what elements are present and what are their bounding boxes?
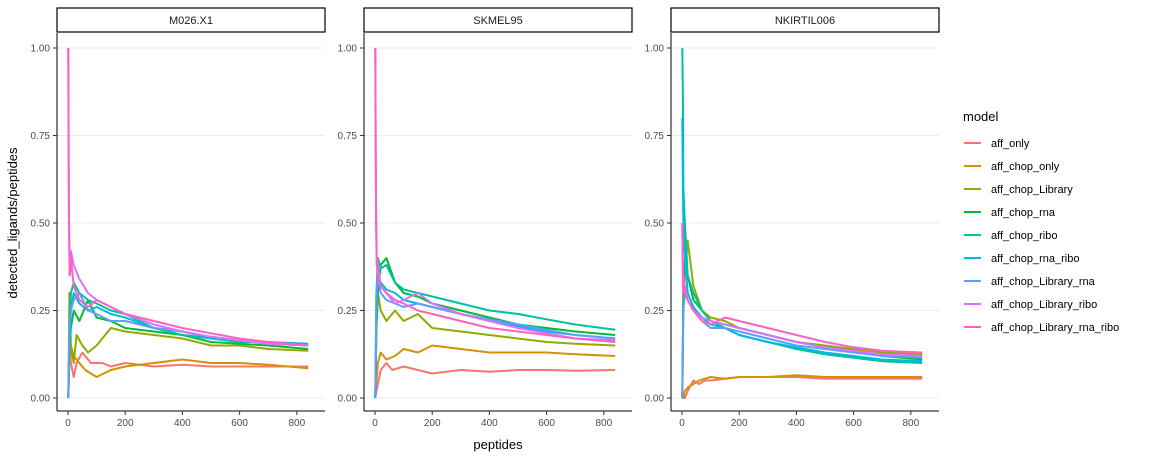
facet-strip bbox=[56, 7, 326, 33]
legend-label: aff_chop_only bbox=[991, 161, 1060, 173]
x-tick-label: 800 bbox=[902, 418, 919, 429]
series-line-aff-chop-Library-rna-ribo bbox=[67, 47, 309, 347]
x-tick-label: 800 bbox=[288, 418, 305, 429]
legend-label: aff_chop_Library bbox=[991, 184, 1073, 196]
x-tick-label: 600 bbox=[231, 418, 248, 429]
series-line-aff-chop-only bbox=[67, 344, 309, 399]
legend-label: aff_chop_Library_ribo bbox=[991, 299, 1097, 311]
legend-label: aff_chop_ribo bbox=[991, 230, 1057, 242]
y-tick-label: 0.00 bbox=[645, 394, 665, 405]
panels: M026.X1 0.00 0.25 0.50 0.75 1.00 0 200 400 600 800… bbox=[31, 7, 940, 429]
x-tick-label: 600 bbox=[538, 418, 555, 429]
series-line-aff-chop-Library bbox=[67, 292, 309, 399]
x-tick-label: 400 bbox=[174, 418, 191, 429]
x-tick-label: 200 bbox=[731, 418, 748, 429]
x-tick-label: 0 bbox=[65, 418, 71, 429]
facet-strip-label: SKMEL95 bbox=[473, 15, 523, 27]
y-tick-label: 0.00 bbox=[338, 394, 358, 405]
x-tick-label: 200 bbox=[424, 418, 441, 429]
x-tick-label: 400 bbox=[788, 418, 805, 429]
series-line-aff-only bbox=[682, 376, 923, 399]
y-tick-label: 0.50 bbox=[645, 219, 665, 230]
facet-strip bbox=[670, 7, 940, 33]
legend-label: aff_chop_Library_rna bbox=[991, 276, 1096, 288]
series-line-aff-only bbox=[374, 362, 616, 399]
x-axis-title: peptides bbox=[473, 437, 523, 452]
y-tick-label: 1.00 bbox=[31, 44, 51, 55]
series-line-aff-chop-rna-ribo bbox=[681, 117, 923, 363]
series-line-aff-chop-Library-rna-ribo bbox=[681, 222, 923, 354]
panel-3: NKIRTIL006 0.00 0.25 0.50 0.75 1.00 0 200 400 600… bbox=[645, 7, 940, 429]
y-tick-label: 0.75 bbox=[645, 131, 665, 142]
y-tick-label: 1.00 bbox=[645, 44, 665, 55]
series-line-aff-chop-only bbox=[682, 374, 923, 399]
series-line-aff-chop-Library bbox=[681, 239, 923, 399]
legend-title: model bbox=[963, 109, 999, 124]
panel-2: SKMEL95 0.00 0.25 0.50 0.75 1.00 0 200 400 600 800 bbox=[338, 7, 633, 429]
facet-strip bbox=[363, 7, 633, 33]
y-axis-title: detected_ligands/peptides bbox=[5, 147, 20, 299]
legend-label: aff_only bbox=[991, 138, 1030, 150]
x-tick-label: 400 bbox=[481, 418, 498, 429]
x-tick-label: 0 bbox=[372, 418, 378, 429]
y-tick-label: 0.25 bbox=[31, 306, 51, 317]
y-tick-label: 1.00 bbox=[338, 44, 358, 55]
y-tick-label: 0.75 bbox=[31, 131, 51, 142]
legend-label: aff_chop_rna_ribo bbox=[991, 253, 1079, 265]
y-tick-label: 0.25 bbox=[338, 306, 358, 317]
series-line-aff-chop-Library-ribo bbox=[374, 47, 616, 342]
series-line-aff-chop-only bbox=[374, 344, 616, 399]
y-tick-label: 0.50 bbox=[31, 219, 51, 230]
legend-label: aff_chop_rna bbox=[991, 207, 1056, 219]
x-tick-label: 0 bbox=[679, 418, 685, 429]
legend-entries: aff_only aff_chop_only aff_chop_Libraryaff… bbox=[964, 138, 1119, 334]
panel-1: M026.X1 0.00 0.25 0.50 0.75 1.00 0 200 400 600 800 bbox=[31, 7, 326, 429]
series-line-aff-chop-Library-ribo bbox=[67, 47, 309, 347]
facet-strip-label: M026.X1 bbox=[169, 15, 213, 27]
series-line-aff-chop-ribo bbox=[681, 47, 923, 364]
series-line-aff-chop-Library-rna-ribo bbox=[374, 47, 616, 343]
facet-strip-label: NKIRTIL006 bbox=[775, 15, 835, 27]
legend: model aff_only aff_chop_only aff_chop_Libr… bbox=[963, 109, 1119, 334]
series-line-aff-only bbox=[67, 327, 309, 399]
series-line-aff-chop-ribo bbox=[67, 281, 309, 399]
x-tick-label: 200 bbox=[117, 418, 134, 429]
x-tick-label: 600 bbox=[845, 418, 862, 429]
y-tick-label: 0.00 bbox=[31, 394, 51, 405]
y-tick-label: 0.25 bbox=[645, 306, 665, 317]
x-tick-label: 800 bbox=[595, 418, 612, 429]
y-tick-label: 0.50 bbox=[338, 219, 358, 230]
legend-label: aff_chop_Library_rna_ribo bbox=[991, 322, 1119, 334]
series-line-aff-chop-Library bbox=[374, 292, 616, 399]
series-line-aff-chop-Library-rna bbox=[681, 292, 923, 399]
y-tick-label: 0.75 bbox=[338, 131, 358, 142]
